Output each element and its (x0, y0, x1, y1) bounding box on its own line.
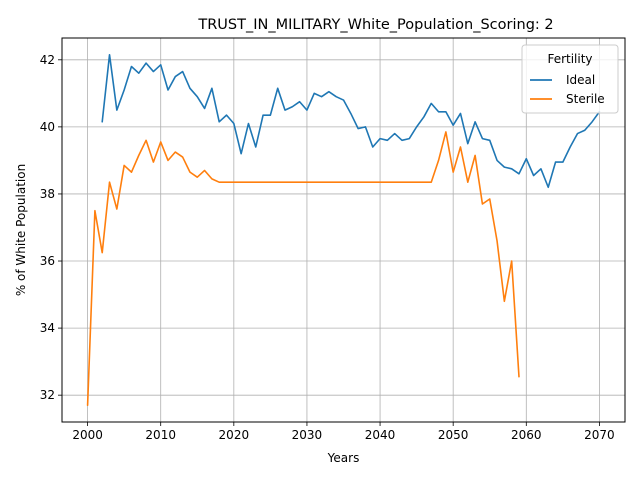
y-tick-label: 38 (40, 187, 55, 201)
x-axis-label: Years (327, 451, 360, 465)
series-line-ideal (101, 53, 601, 189)
y-axis-ticks: 32 34 36 38 40 42 (40, 53, 62, 402)
legend-box (521, 44, 619, 114)
y-axis-label: % of White Population (14, 164, 28, 296)
series-lines (86, 53, 601, 407)
legend-title: Fertility (547, 52, 592, 66)
x-tick-label: 2020 (219, 428, 250, 442)
y-tick-label: 40 (40, 120, 55, 134)
series-line-sterile (86, 131, 520, 407)
x-tick-label: 2000 (72, 428, 103, 442)
x-tick-label: 2010 (145, 428, 176, 442)
legend: Fertility Ideal Sterile (521, 44, 619, 114)
x-axis-ticks: 2000 2010 2020 2030 2040 2050 2060 2070 (72, 422, 615, 442)
x-tick-label: 2060 (511, 428, 542, 442)
y-tick-label: 32 (40, 388, 55, 402)
y-tick-label: 36 (40, 254, 55, 268)
plot-area-frame (61, 37, 626, 423)
chart-title: TRUST_IN_MILITARY_White_Population_Scori… (197, 17, 553, 33)
y-tick-label: 42 (40, 53, 55, 67)
x-tick-label: 2040 (365, 428, 396, 442)
legend-label-ideal: Ideal (566, 73, 595, 87)
x-tick-label: 2050 (438, 428, 469, 442)
x-tick-label: 2070 (584, 428, 615, 442)
legend-label-sterile: Sterile (566, 92, 605, 106)
y-tick-label: 34 (40, 321, 55, 335)
x-tick-label: 2030 (292, 428, 323, 442)
